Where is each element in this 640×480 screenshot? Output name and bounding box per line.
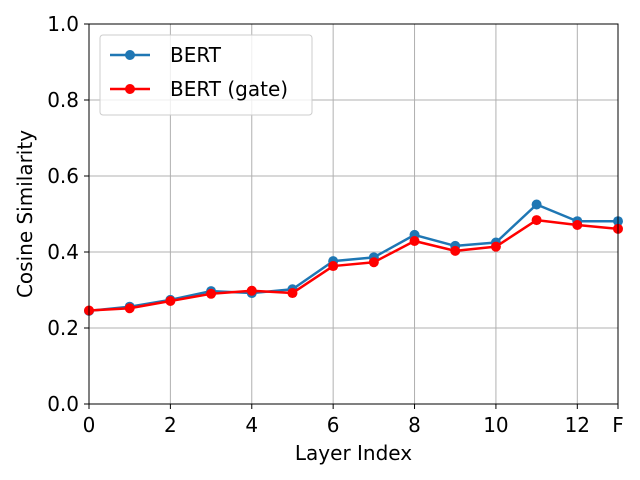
y-tick-label: 0.4: [47, 240, 79, 264]
series-layer: [84, 199, 623, 316]
data-point: [368, 257, 379, 268]
ticks: 0 2 4 6 8 10 12 F 0.0 0.2 0.4 0.6 0.8 1.0: [47, 12, 624, 437]
y-tick-label: 0.8: [47, 88, 79, 112]
data-point: [287, 288, 298, 299]
legend-entry: BERT (gate): [110, 77, 288, 101]
legend-label: BERT: [170, 43, 222, 67]
data-point: [409, 235, 420, 246]
legend-entry: BERT: [110, 43, 222, 67]
legend-box: [99, 34, 313, 116]
y-tick-label: 1.0: [47, 12, 79, 36]
data-point: [572, 220, 583, 231]
data-point: [490, 241, 501, 252]
data-point: [165, 296, 176, 307]
series-line: [88, 203, 618, 313]
series-0: [84, 199, 623, 316]
legend-marker: [125, 50, 135, 60]
y-tick-label: 0.6: [47, 164, 79, 188]
x-tick-label: 12: [565, 413, 590, 437]
x-tick-label: F: [612, 413, 624, 437]
y-tick-label: 0.0: [47, 392, 79, 416]
data-point: [531, 199, 542, 210]
x-tick-label: 10: [483, 413, 508, 437]
x-tick-label: 8: [408, 413, 421, 437]
legend-label: BERT (gate): [170, 77, 288, 101]
x-tick-label: 4: [245, 413, 258, 437]
legend-marker: [125, 84, 135, 94]
data-point: [450, 245, 461, 256]
plot-frame: [88, 23, 619, 405]
x-tick-label: 2: [164, 413, 177, 437]
y-axis-label: Cosine Similarity: [13, 130, 37, 298]
data-point: [124, 303, 135, 314]
legend: BERT BERT (gate): [99, 34, 313, 116]
data-point: [531, 215, 542, 226]
x-tick-label: 6: [327, 413, 340, 437]
x-tick-label: 0: [83, 413, 96, 437]
data-point: [246, 285, 257, 296]
y-tick-label: 0.2: [47, 316, 79, 340]
data-point: [328, 261, 339, 272]
x-axis-label: Layer Index: [295, 441, 412, 465]
series-line: [88, 218, 619, 312]
data-point: [206, 288, 217, 299]
